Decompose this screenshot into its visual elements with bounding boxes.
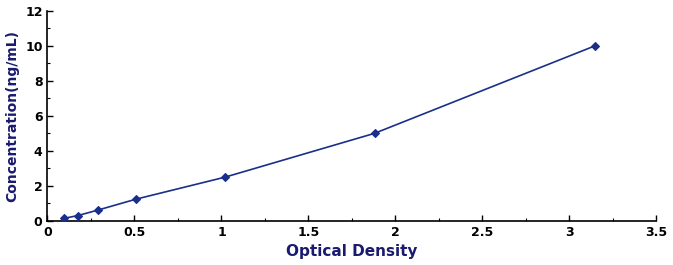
Y-axis label: Concentration(ng/mL): Concentration(ng/mL) xyxy=(5,30,20,202)
X-axis label: Optical Density: Optical Density xyxy=(286,244,418,259)
